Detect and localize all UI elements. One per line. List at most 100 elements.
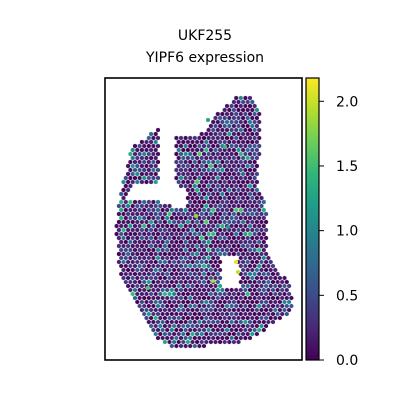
expression-spot <box>222 139 227 145</box>
expression-spot <box>206 151 211 157</box>
expression-spot <box>243 295 248 301</box>
expression-spot <box>179 239 183 245</box>
expression-spot <box>165 271 170 277</box>
expression-spot <box>188 143 193 149</box>
expression-spot <box>245 331 250 337</box>
expression-spot <box>146 175 151 181</box>
expression-spot <box>128 215 133 221</box>
expression-spot <box>238 167 243 173</box>
expression-spot <box>264 219 269 225</box>
expression-spot <box>236 299 241 305</box>
expression-spot <box>218 163 223 169</box>
expression-spot <box>137 247 142 253</box>
expression-spot <box>116 211 121 217</box>
expression-spot <box>151 239 156 245</box>
expression-spot <box>231 179 236 185</box>
expression-spot <box>222 251 227 257</box>
expression-spot <box>183 279 188 285</box>
expression-spot <box>162 307 167 313</box>
expression-spot <box>176 211 181 217</box>
expression-spot <box>119 247 124 253</box>
expression-spot <box>204 235 209 241</box>
expression-spot <box>199 331 204 337</box>
expression-spot <box>137 279 142 285</box>
expression-spot <box>236 147 241 153</box>
expression-spot <box>195 251 200 257</box>
expression-spot <box>243 239 248 245</box>
expression-spot <box>174 295 179 301</box>
expression-spot <box>282 291 287 297</box>
expression-spot <box>261 207 266 213</box>
expression-spot <box>243 167 248 173</box>
expression-spot <box>195 155 200 161</box>
expression-spot <box>188 223 193 229</box>
expression-spot <box>252 207 257 213</box>
expression-spot <box>165 303 170 309</box>
expression-spot <box>202 343 206 349</box>
expression-spot <box>225 295 229 301</box>
expression-spot <box>158 323 163 329</box>
expression-spot <box>241 299 246 305</box>
expression-spot <box>250 307 255 313</box>
expression-spot <box>126 211 131 217</box>
expression-spot <box>176 331 181 337</box>
expression-spot <box>133 159 137 165</box>
expression-spot <box>259 243 264 249</box>
expression-spot <box>153 203 158 209</box>
expression-spot <box>176 171 181 177</box>
expression-spot <box>176 315 181 321</box>
expression-spot <box>165 255 170 261</box>
expression-spot <box>241 107 246 113</box>
expression-spot <box>156 135 160 141</box>
expression-spot <box>139 307 144 313</box>
expression-spot <box>208 219 213 225</box>
expression-spot <box>190 211 195 217</box>
expression-spot <box>250 283 255 289</box>
expression-spot <box>206 127 211 133</box>
expression-spot <box>114 231 119 237</box>
expression-spot <box>211 151 216 157</box>
expression-spot <box>130 171 135 177</box>
expression-spot <box>206 327 211 333</box>
expression-spot <box>116 243 121 249</box>
expression-spot <box>264 211 269 217</box>
expression-spot <box>149 227 154 233</box>
expression-spot <box>208 283 213 289</box>
expression-spot <box>252 199 257 205</box>
expression-spot <box>183 271 188 277</box>
expression-spot <box>153 299 158 305</box>
expression-spot <box>167 243 172 249</box>
expression-spot <box>133 255 137 261</box>
expression-spot <box>215 335 220 341</box>
expression-spot <box>236 131 241 137</box>
expression-spot <box>250 235 255 241</box>
expression-spot <box>133 271 137 277</box>
expression-spot <box>241 123 246 129</box>
expression-spot <box>146 247 151 253</box>
expression-spot <box>252 247 257 253</box>
expression-spot <box>153 315 158 321</box>
expression-spot <box>234 199 239 205</box>
expression-spot <box>133 287 137 293</box>
expression-spot <box>142 159 147 165</box>
expression-spot <box>238 247 243 253</box>
expression-spot <box>137 231 142 237</box>
expression-spot <box>126 171 131 177</box>
expression-spot <box>139 147 144 153</box>
expression-spot <box>275 311 280 317</box>
expression-spot <box>254 267 259 273</box>
expression-spot <box>142 271 147 277</box>
expression-spot <box>254 171 259 177</box>
expression-spot <box>195 323 200 329</box>
expression-spot <box>185 171 190 177</box>
expression-spot <box>142 199 147 205</box>
expression-spot <box>133 175 137 181</box>
expression-spot <box>172 331 177 337</box>
expression-spot <box>197 143 202 149</box>
expression-spot <box>220 215 225 221</box>
expression-spot <box>218 299 223 305</box>
expression-spot <box>181 139 186 145</box>
expression-spot <box>218 115 223 121</box>
expression-spot <box>190 219 195 225</box>
expression-spot <box>213 259 218 265</box>
